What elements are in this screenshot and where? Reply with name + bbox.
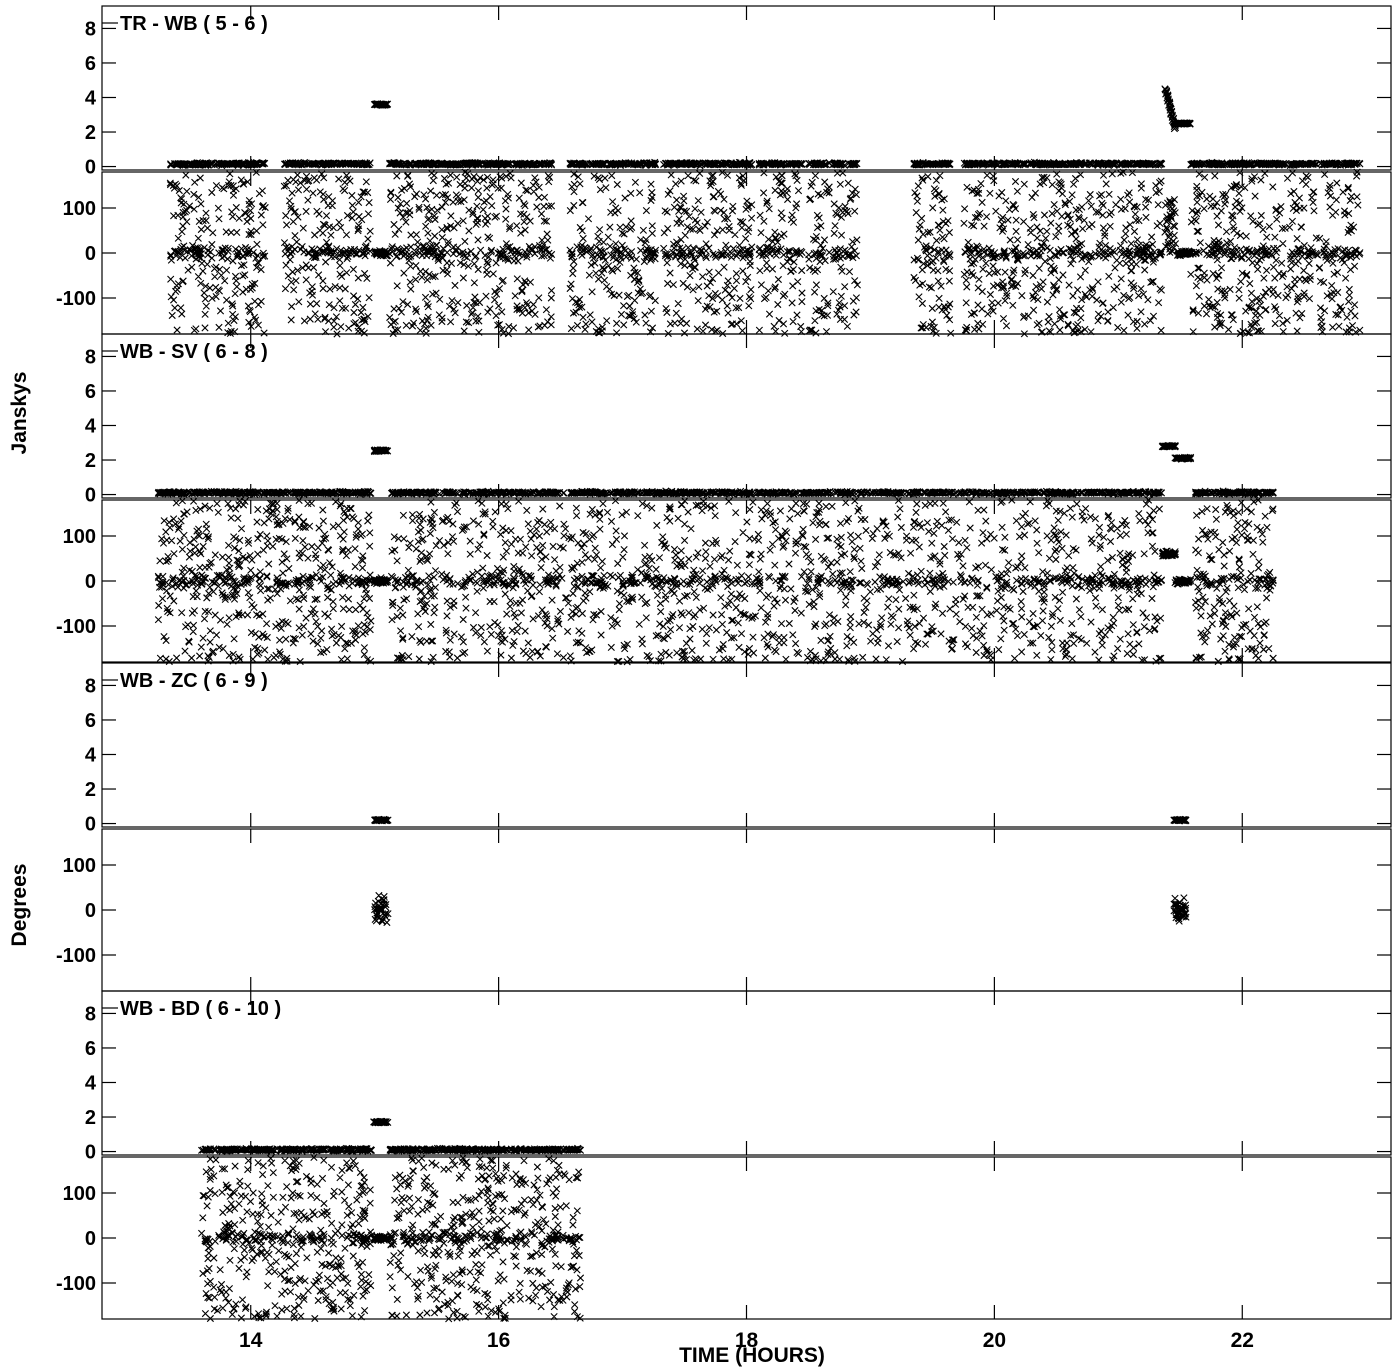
scatter-markers-panel-4 [198, 1117, 585, 1323]
amp-tick-label: 0 [85, 157, 96, 179]
baseline-label: TR - WB ( 5 - 6 ) [120, 13, 268, 35]
x-tick-label: 18 [735, 1329, 759, 1352]
amplitude-frame [101, 333, 1392, 499]
amp-tick-label: 8 [85, 18, 96, 40]
amplitude-frame [101, 990, 1392, 1156]
phase-tick-label: 0 [85, 243, 96, 265]
amplitude-frame [101, 5, 1392, 171]
amp-tick-label: 8 [85, 1003, 96, 1025]
scatter-markers-panel-3 [371, 815, 1190, 927]
amp-tick-label: 4 [85, 415, 97, 437]
amp-tick-label: 4 [85, 1072, 97, 1094]
amp-tick-label: 6 [85, 381, 96, 403]
phase-tick-label: 0 [85, 571, 96, 593]
phase-tick-label: 0 [85, 1228, 96, 1250]
panel-3: 0 2 4 6 8 -100 0 100 WB - ZC ( 6 - 9 ) [56, 662, 1392, 992]
panel-1: 0 2 4 6 8 -100 0 100 TR - WB ( 5 - 6 ) [56, 5, 1392, 335]
amp-tick-label: 2 [85, 122, 96, 144]
amp-tick-label: 6 [85, 710, 96, 732]
phase-tick-label: 100 [63, 198, 96, 220]
amp-tick-label: 8 [85, 675, 96, 697]
phase-tick-label: 100 [63, 526, 96, 548]
amp-tick-label: 2 [85, 1107, 96, 1129]
scatter-markers-panel-2 [154, 441, 1277, 666]
panel-4: 0 2 4 6 8 -100 0 100 WB - BD ( 6 - 10 ) 14 16 18 20 2… [56, 990, 1392, 1352]
x-axis-label: TIME (HOURS) [679, 1344, 825, 1367]
x-tick-label: 20 [983, 1329, 1006, 1352]
amp-tick-label: 0 [85, 814, 96, 836]
scatter-markers-panel-1 [166, 85, 1364, 338]
phase-frame [101, 828, 1392, 992]
x-tick-label: 22 [1231, 1329, 1254, 1352]
amp-tick-label: 6 [85, 53, 96, 75]
amp-tick-label: 2 [85, 450, 96, 472]
y-axis-label-degrees: Degrees [8, 864, 31, 947]
panel-2: 0 2 4 6 8 -100 0 100 WB - SV ( 6 - 8 ) [56, 333, 1392, 663]
phase-tick-label: 100 [63, 855, 96, 877]
x-tick-label: 14 [239, 1329, 263, 1352]
phase-tick-label: 100 [63, 1183, 96, 1205]
amp-tick-label: 2 [85, 779, 96, 801]
baseline-label: WB - BD ( 6 - 10 ) [120, 998, 281, 1020]
amp-tick-label: 0 [85, 485, 96, 507]
amp-tick-label: 6 [85, 1038, 96, 1060]
x-tick-label: 16 [487, 1329, 510, 1352]
phase-tick-label: -100 [56, 616, 96, 638]
data-points [154, 85, 1364, 1323]
phase-tick-label: -100 [56, 1273, 96, 1295]
phase-tick-label: 0 [85, 900, 96, 922]
amp-tick-label: 4 [85, 87, 97, 109]
amp-tick-label: 0 [85, 1142, 96, 1164]
phase-tick-label: -100 [56, 288, 96, 310]
amp-tick-label: 8 [85, 346, 96, 368]
phase-tick-label: -100 [56, 945, 96, 967]
baseline-label: WB - SV ( 6 - 8 ) [120, 341, 268, 363]
baseline-label: WB - ZC ( 6 - 9 ) [120, 670, 268, 692]
amplitude-frame [101, 662, 1392, 828]
amp-tick-label: 4 [85, 744, 97, 766]
y-axis-label-janskys: Janskys [8, 372, 31, 455]
